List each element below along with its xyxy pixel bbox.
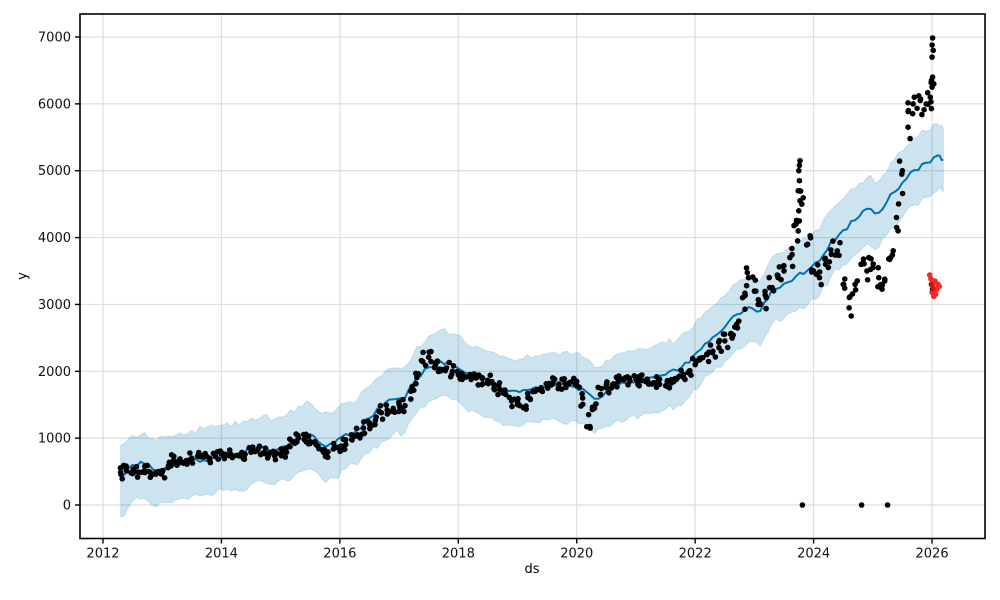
actuals-scatter <box>117 35 937 508</box>
uncertainty-band <box>120 123 944 518</box>
y-tick-label: 0 <box>63 499 71 514</box>
x-tick-label: 2022 <box>679 547 712 562</box>
y-tick-label: 3000 <box>38 298 71 313</box>
outlier-scatter <box>926 272 942 300</box>
y-tick-label: 2000 <box>38 365 71 380</box>
y-tick-label: 4000 <box>38 231 71 246</box>
x-tick-label: 2016 <box>323 547 356 562</box>
y-tick-label: 7000 <box>38 30 71 45</box>
x-tick-label: 2018 <box>442 547 475 562</box>
tick-marks <box>75 36 933 544</box>
y-tick-label: 6000 <box>38 97 71 112</box>
x-tick-label: 2024 <box>797 547 830 562</box>
x-tick-label: 2014 <box>205 547 238 562</box>
y-tick-label: 1000 <box>38 432 71 447</box>
y-axis-label: y <box>15 272 31 280</box>
tick-labels: 2012 2014 2016 2018 2020 2022 2024 2026 0 1000 200… <box>38 30 949 561</box>
grid-lines <box>80 14 985 539</box>
x-tick-label: 2020 <box>560 547 593 562</box>
y-tick-label: 5000 <box>38 164 71 179</box>
x-tick-label: 2012 <box>86 547 119 562</box>
x-tick-label: 2026 <box>916 547 949 562</box>
x-axis-label: ds <box>524 562 540 577</box>
axes-spines <box>79 13 986 540</box>
